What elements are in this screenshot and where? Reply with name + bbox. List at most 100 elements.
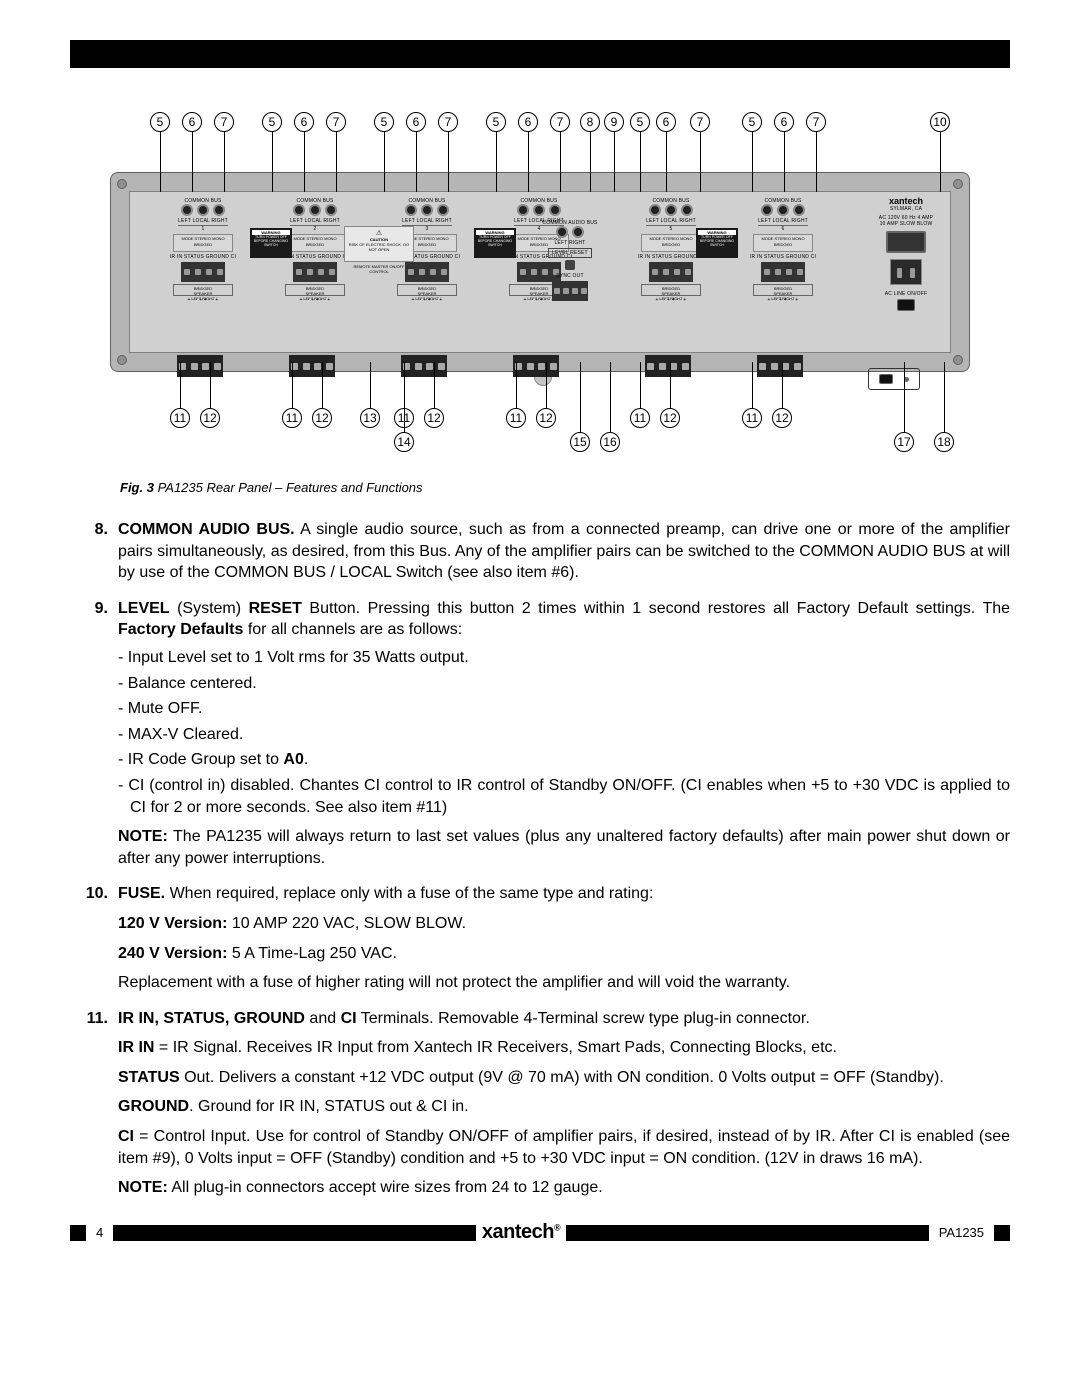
callout-line [210, 362, 211, 408]
sub-item: - IR Code Group set to A0. [118, 749, 1010, 771]
item-title2: CI [341, 1010, 357, 1027]
item-title-a: LEVEL [118, 600, 170, 617]
brand-text: xantech [482, 1221, 554, 1243]
status-text: Out. Delivers a constant +12 VDC output … [180, 1069, 944, 1086]
caution-body: RISK OF ELECTRIC SHOCK. DO NOT OPEN [347, 242, 411, 252]
panel-inner: COMMON BUSLEFT LOCAL RIGHT1MODE STEREO M… [129, 191, 951, 353]
callout-line [614, 132, 615, 192]
callout-7: 7 [326, 112, 346, 132]
item-body2: for all channels are as follows: [243, 621, 462, 638]
iec-inlet [890, 259, 922, 285]
rca-jack [572, 226, 584, 238]
channel-module-1: COMMON BUSLEFT LOCAL RIGHT1MODE STEREO M… [158, 198, 248, 328]
note-para: NOTE: All plug-in connectors accept wire… [118, 1177, 1010, 1199]
sync-out-label: SYNC OUT [530, 273, 610, 279]
callout-line [404, 362, 405, 432]
fuse-spec2: 10 AMP SLOW BLOW [866, 221, 946, 227]
callout-7: 7 [550, 112, 570, 132]
fuse-240v-text: 5 A Time-Lag 250 VAC. [227, 945, 397, 962]
speaker-terminal [645, 355, 691, 377]
fuse-tail: Replacement with a fuse of higher rating… [118, 972, 1010, 994]
sub-text: - IR Code Group set to [118, 751, 283, 768]
feature-item-10: 10. FUSE. When required, replace only wi… [70, 883, 1010, 993]
callout-line [180, 362, 181, 408]
callout-5: 5 [150, 112, 170, 132]
item-title: IR IN, STATUS, GROUND [118, 1010, 305, 1027]
top-black-bar [70, 40, 1010, 68]
callout-5: 5 [630, 112, 650, 132]
callout-11: 11 [170, 408, 190, 428]
callout-18: 18 [934, 432, 954, 452]
sub-item: - CI (control in) disabled. Chantes CI c… [118, 775, 1010, 818]
ground-bold: GROUND [118, 1098, 189, 1115]
callout-11: 11 [506, 408, 526, 428]
item-mid: and [305, 1010, 341, 1027]
panel-screw [953, 179, 963, 189]
callout-line [322, 362, 323, 408]
panel-outer: COMMON BUSLEFT LOCAL RIGHT1MODE STEREO M… [110, 172, 970, 372]
callout-line [666, 132, 667, 192]
callout-11: 11 [282, 408, 302, 428]
fuse-holder [886, 231, 926, 253]
factory-defaults-bold: Factory Defaults [118, 621, 243, 638]
footer-block [994, 1225, 1010, 1241]
ci-para: CI = Control Input. Use for control of S… [118, 1126, 1010, 1169]
brand-location: SYLMAR, CA [866, 206, 946, 212]
panel-screw [953, 355, 963, 365]
footer-model: PA1235 [929, 1225, 994, 1240]
page-number: 4 [86, 1225, 113, 1240]
sync-terminal [552, 281, 588, 301]
item-body: Button. Pressing this button 2 times wit… [302, 600, 1010, 617]
fuse-240v-bold: 240 V Version: [118, 945, 227, 962]
callout-11: 11 [630, 408, 650, 428]
warning-plate: WARNINGTURN POWER OFF BEFORE CHANGING SW… [250, 228, 292, 258]
callout-6: 6 [518, 112, 538, 132]
level-reset-label: LEVEL RESET [548, 248, 592, 258]
callout-line [580, 362, 581, 432]
callout-line [610, 362, 611, 432]
callout-line [560, 132, 561, 192]
ci-text: = Control Input. Use for control of Stan… [118, 1128, 1010, 1167]
figure-caption-text: PA1235 Rear Panel – Features and Functio… [154, 480, 423, 495]
status-para: STATUS Out. Delivers a constant +12 VDC … [118, 1067, 1010, 1089]
callout-line [160, 132, 161, 192]
speaker-terminal [289, 355, 335, 377]
footer-block [70, 1225, 86, 1241]
callout-line [816, 132, 817, 192]
remote-master-label: REMOTE MASTER ON/OFF CONTROL [344, 264, 414, 272]
item-mid: (System) [170, 600, 249, 617]
speaker-terminal [757, 355, 803, 377]
callout-12: 12 [312, 408, 332, 428]
callout-line [516, 362, 517, 408]
irin-text: = IR Signal. Receives IR Input from Xant… [154, 1039, 837, 1056]
callout-line [640, 132, 641, 192]
irin-para: IR IN = IR Signal. Receives IR Input fro… [118, 1037, 1010, 1059]
ground-para: GROUND. Ground for IR IN, STATUS out & C… [118, 1096, 1010, 1118]
ground-text: . Ground for IR IN, STATUS out & CI in. [189, 1098, 469, 1115]
callout-line [944, 362, 945, 432]
callout-5: 5 [262, 112, 282, 132]
fuse-120v-bold: 120 V Version: [118, 915, 227, 932]
callout-line [434, 362, 435, 408]
channel-module-3: COMMON BUSLEFT LOCAL RIGHT3MODE STEREO M… [382, 198, 472, 328]
callout-8: 8 [580, 112, 600, 132]
callout-line [496, 132, 497, 192]
registered-icon: ® [554, 1223, 560, 1233]
item-title-b: RESET [249, 600, 302, 617]
callout-6: 6 [656, 112, 676, 132]
callout-6: 6 [294, 112, 314, 132]
item-number: 8. [70, 519, 108, 541]
callout-line [640, 362, 641, 408]
ac-switch-box [868, 368, 920, 390]
note-text: All plug-in connectors accept wire sizes… [168, 1179, 603, 1196]
speaker-terminal [401, 355, 447, 377]
callout-line [272, 132, 273, 192]
item-number: 9. [70, 598, 108, 620]
item-number: 11. [70, 1008, 108, 1030]
panel-screw [117, 179, 127, 189]
item-body: Terminals. Removable 4-Terminal screw ty… [357, 1010, 810, 1027]
callout-line [784, 132, 785, 192]
footer-block [566, 1225, 929, 1241]
sub-item: - Balance centered. [118, 673, 1010, 695]
feature-item-8: 8. COMMON AUDIO BUS. A single audio sour… [70, 519, 1010, 584]
